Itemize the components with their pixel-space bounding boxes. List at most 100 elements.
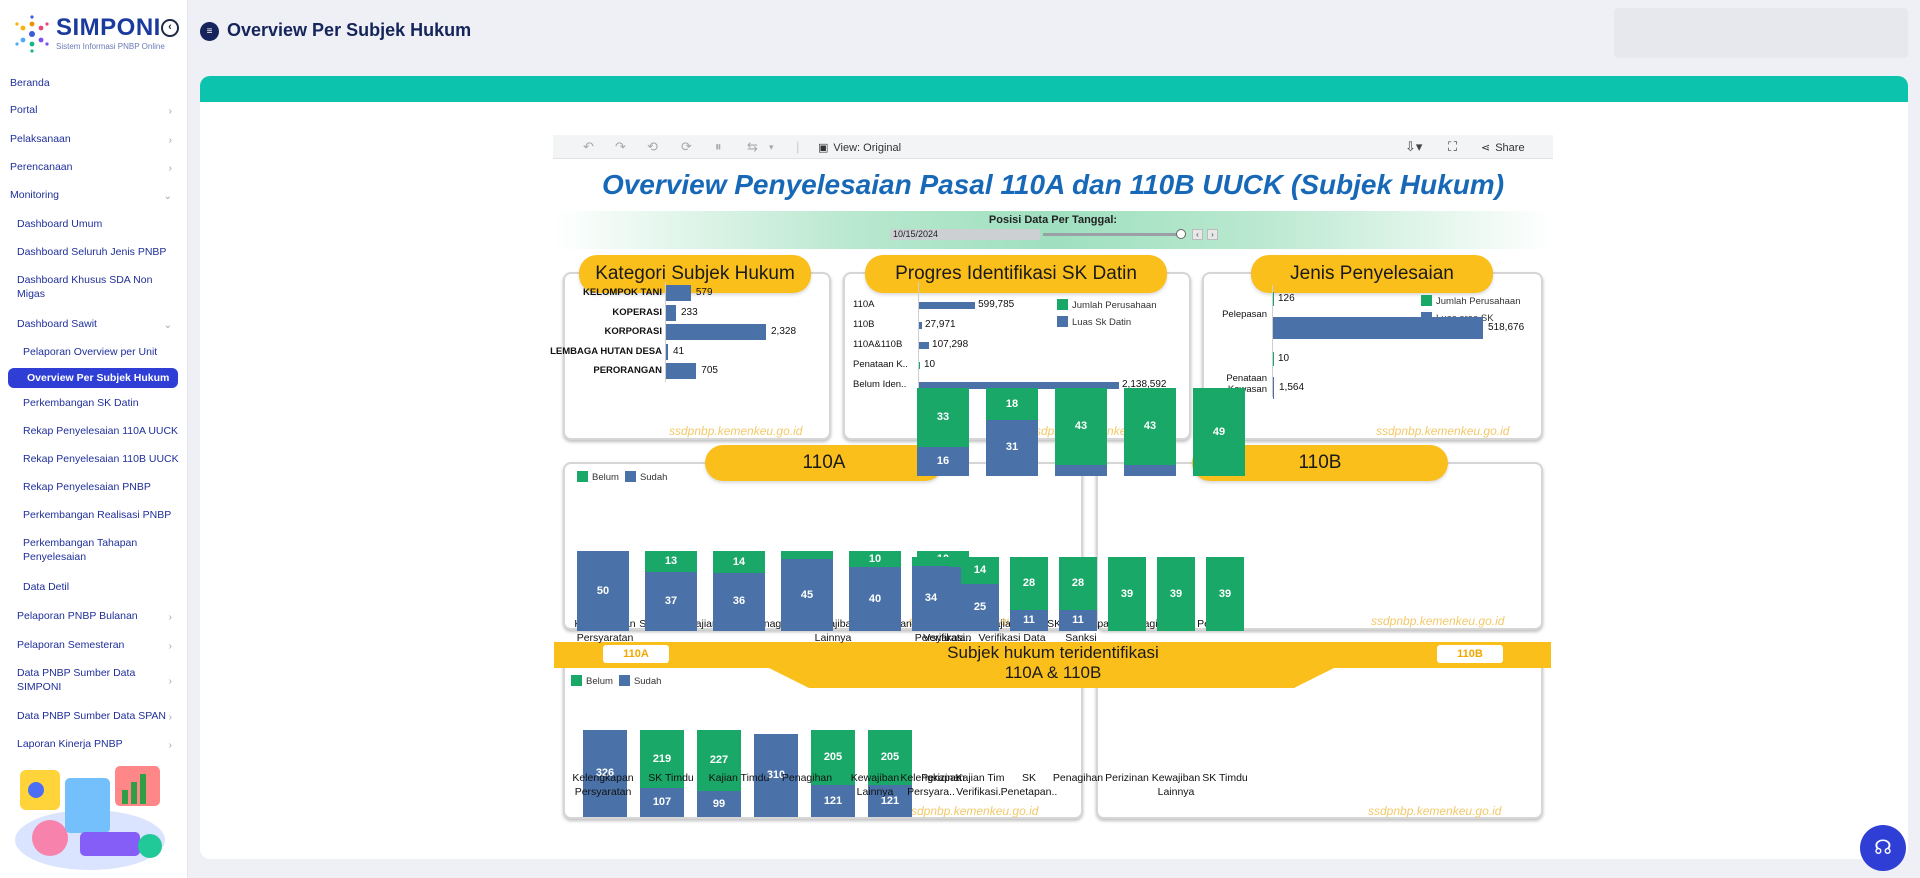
sidebar-item-rekap-110a[interactable]: Rekap Penyelesaian 110A UUCK <box>23 424 180 438</box>
legend-belum-sudah: Belum Sudah <box>577 471 667 483</box>
sidebar-item-label: Perencanaan <box>10 161 73 173</box>
dashboard-title: Overview Penyelesaian Pasal 110A dan 110… <box>601 169 1505 200</box>
undo-icon[interactable]: ↶ <box>583 139 594 154</box>
sidebar-item-perencanaan[interactable]: Perencanaan › <box>10 160 180 174</box>
date-slider[interactable] <box>1043 233 1186 236</box>
custom-view-icon[interactable]: ⇆ <box>747 139 758 154</box>
legend-swatch-blue <box>624 471 636 482</box>
sidebar-item-semesteran[interactable]: Pelaporan Semesteran › <box>17 638 180 652</box>
category-label: Kewajiban Lainnya <box>850 772 900 798</box>
sidebar-item-dashboard-sda[interactable]: Dashboard Khusus SDA Non Migas <box>17 273 157 301</box>
sidebar-item-label: Beranda <box>10 77 50 89</box>
date-slider-handle[interactable] <box>1176 229 1186 239</box>
data-label: 27,971 <box>925 319 956 330</box>
bar-belum: 13 <box>645 551 697 572</box>
legend-label: Jumlah Perusahaan <box>1436 296 1521 307</box>
sidebar-item-data-simponi[interactable]: Data PNBP Sumber Data SIMPONI › <box>17 666 180 694</box>
bar <box>1273 352 1274 366</box>
sidebar-item-label: Perkembangan Realisasi PNBP <box>23 509 172 521</box>
refresh-icon[interactable]: ⟳ <box>681 139 692 154</box>
category-label: 110A&110B <box>853 339 903 350</box>
sidebar-item-dashboard-umum[interactable]: Dashboard Umum <box>17 217 180 231</box>
legend-label: Luas Sk Datin <box>1072 317 1132 328</box>
sidebar-item-label: Data PNBP Sumber Data SPAN <box>17 710 167 722</box>
card-header-band <box>200 76 1908 102</box>
sidebar-item-dashboard-sawit[interactable]: Dashboard Sawit ⌄ <box>17 317 180 331</box>
sidebar-item-data-span[interactable]: Data PNBP Sumber Data SPAN › <box>17 709 180 723</box>
sidebar-item-overview-subjek[interactable]: Overview Per Subjek Hukum <box>8 368 178 388</box>
share-label: Share <box>1495 142 1525 154</box>
sidebar-item-monitoring[interactable]: Monitoring ⌄ <box>10 188 180 202</box>
sidebar-item-realisasi-pnbp[interactable]: Perkembangan Realisasi PNBP <box>23 508 180 522</box>
user-profile-box[interactable] <box>1614 8 1908 58</box>
date-next-icon[interactable]: › <box>1207 229 1218 240</box>
sidebar-item-tahapan[interactable]: Perkembangan Tahapan Penyelesaian <box>23 536 153 564</box>
pause-icon[interactable]: ⏸ <box>715 139 722 154</box>
bar-belum: 33 <box>917 388 969 448</box>
category-label: PERORANGAN <box>593 365 662 376</box>
bar-belum: 43 <box>1055 388 1107 466</box>
bar-sudah: 25 <box>961 583 999 631</box>
date-filter-value[interactable]: 10/15/2024 <box>890 229 1040 240</box>
bar-sudah: 11 <box>1059 610 1097 631</box>
chevron-right-icon: › <box>168 612 172 623</box>
sidebar-item-pelaporan-overview[interactable]: Pelaporan Overview per Unit <box>23 345 180 359</box>
help-chat-button[interactable]: ☊ <box>1860 825 1906 871</box>
legend-jumlah-perusahaan: Jumlah Perusahaan <box>1057 299 1157 311</box>
sidebar-item-pnbp-bulanan[interactable]: Pelaporan PNBP Bulanan › <box>17 609 180 623</box>
category-label: Penagihan <box>1052 772 1104 784</box>
collapse-sidebar-icon[interactable]: ‹ <box>161 19 179 37</box>
bar <box>1273 317 1483 339</box>
teridentifikasi-banner <box>554 642 1551 688</box>
sidebar-item-label: Pelaksanaan <box>10 133 71 145</box>
sidebar-item-label: Monitoring <box>10 189 60 201</box>
share-icon: ⋖ <box>1481 142 1491 154</box>
bar <box>919 302 976 309</box>
legend-label: Sudah <box>633 676 662 687</box>
sidebar-item-label: Dashboard Umum <box>17 218 103 230</box>
download-icon[interactable]: ⇩▾ <box>1405 139 1423 154</box>
date-prev-icon[interactable]: ‹ <box>1192 229 1203 240</box>
sidebar: SIMPONI Sistem Informasi PNBP Online ‹ B… <box>0 0 188 878</box>
bar-belum: 28 <box>1010 557 1048 611</box>
sidebar-item-label: Dashboard Khusus SDA Non Migas <box>17 274 153 300</box>
sidebar-item-rekap-pnbp[interactable]: Rekap Penyelesaian PNBP <box>23 480 180 494</box>
bar-sudah: 11 <box>1010 610 1048 631</box>
panel-progres-title: Progres Identifikasi SK Datin <box>865 255 1167 293</box>
sidebar-item-pelaksanaan[interactable]: Pelaksanaan › <box>10 132 180 146</box>
sidebar-illustration <box>15 766 165 870</box>
sidebar-item-sk-datin[interactable]: Perkembangan SK Datin <box>23 396 180 410</box>
bar-belum: 39 <box>1157 557 1195 631</box>
share-button[interactable]: ⋖ Share <box>1481 141 1525 154</box>
sidebar-item-label: Perkembangan Tahapan Penyelesaian <box>23 537 138 563</box>
sidebar-item-dashboard-seluruh[interactable]: Dashboard Seluruh Jenis PNBP <box>17 245 180 259</box>
bar-belum: 205 <box>868 730 912 785</box>
fullscreen-icon[interactable]: ⛶ <box>1448 139 1458 154</box>
category-label: Belum Iden.. <box>853 379 907 390</box>
bar-sudah: 121 <box>868 784 912 817</box>
bar <box>919 362 920 369</box>
dropdown-icon[interactable]: ▾ <box>769 142 774 152</box>
sidebar-item-portal[interactable]: Portal › <box>10 103 180 117</box>
sidebar-item-beranda[interactable]: Beranda <box>10 76 180 90</box>
bar-belum: 39 <box>1206 557 1244 631</box>
banner-title: Subjek hukum teridentifikasi 110A & 110B <box>913 643 1193 683</box>
redo-icon[interactable]: ↷ <box>615 139 626 154</box>
sidebar-item-rekap-110b[interactable]: Rekap Penyelesaian 110B UUCK <box>23 452 180 466</box>
sidebar-item-label: Data Detil <box>23 581 70 593</box>
watermark: ssdpnbp.kemenkeu.go.id <box>1371 614 1505 628</box>
data-label: 126 <box>1278 293 1295 304</box>
revert-icon[interactable]: ⟲ <box>647 139 658 154</box>
banner-title-line2: 110A & 110B <box>1004 663 1102 682</box>
category-label: SK Penetapan.. <box>1000 772 1058 798</box>
app-logo[interactable]: SIMPONI Sistem Informasi PNBP Online <box>12 12 172 53</box>
bar-belum: 14 <box>961 557 999 584</box>
bar-belum: 49 <box>1193 388 1245 476</box>
data-label: 10 <box>1278 353 1290 364</box>
sidebar-item-kinerja[interactable]: Laporan Kinerja PNBP › <box>17 737 180 751</box>
sidebar-item-data-detil[interactable]: Data Detil <box>23 580 180 594</box>
chevron-right-icon: › <box>168 676 172 687</box>
view-original-button[interactable]: ▣ View: Original <box>818 141 901 154</box>
bar-sudah: 37 <box>645 571 697 631</box>
category-label: Kewajiban Lainnya <box>1151 772 1201 798</box>
